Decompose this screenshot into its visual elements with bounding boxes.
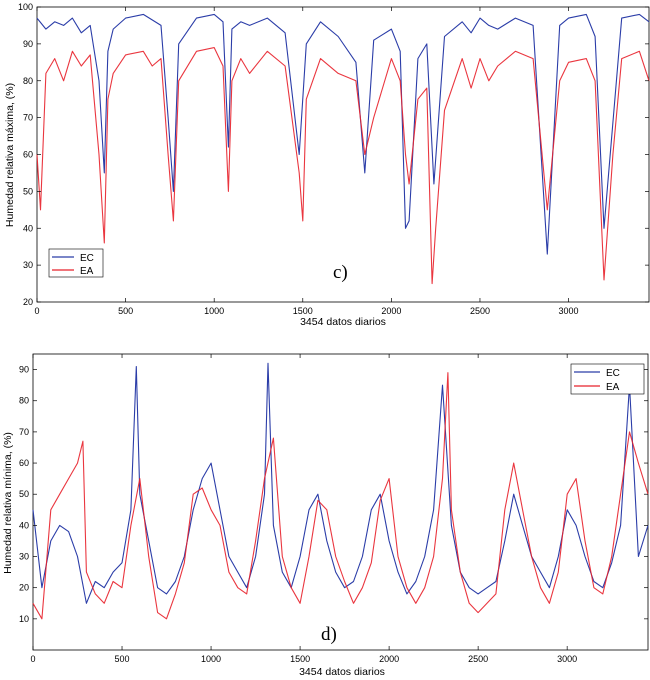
panel-c-series [36, 13, 650, 285]
panel-c-y-tick-label: 90 [23, 39, 33, 49]
panel-c-legend-ea: EA [80, 266, 94, 277]
panel-c-x-tick-label: 3000 [559, 306, 579, 316]
panel-c-x-tick-label: 0 [34, 306, 39, 316]
panel-c-x-tick-label: 500 [118, 306, 133, 316]
panel-d-xlabel: 3454 datos diarios [299, 666, 385, 678]
panel-d-ylabel: Humedad relativa mínima, (%) [2, 432, 14, 574]
panel-c-y-tick-label: 80 [23, 76, 33, 86]
panel-d-y-tick-label: 30 [19, 552, 29, 562]
panel-c-y-tick-label: 60 [23, 150, 33, 160]
panel-d-x-tick-label: 2000 [379, 654, 399, 664]
panel-c-y-ticks: 20 30 40 50 60 70 80 90 100 [18, 2, 649, 307]
panel-d-series-ec [32, 362, 649, 604]
panel-c-ylabel: Humedad relativa máxima, (%) [4, 83, 16, 227]
panel-d-series [32, 362, 649, 620]
panel-d-y-tick-label: 10 [19, 614, 29, 624]
panel-d-y-tick-label: 20 [19, 583, 29, 593]
panel-c-legend-ec: EC [80, 253, 94, 264]
panel-d-y-tick-label: 70 [19, 427, 29, 437]
panel-d-y-tick-label: 90 [19, 365, 29, 375]
panel-d-legend-ec: EC [606, 368, 620, 379]
panel-d-plot-area [32, 353, 649, 651]
panel-c-y-tick-label: 70 [23, 113, 33, 123]
panel-c-x-tick-label: 1000 [204, 306, 224, 316]
panel-c-y-tick-label: 30 [23, 260, 33, 270]
panel-c-y-tick-label: 50 [23, 186, 33, 196]
panel-d-x-tick-label: 0 [30, 654, 35, 664]
panel-c-x-tick-label: 1500 [293, 306, 313, 316]
panel-d-y-tick-label: 80 [19, 396, 29, 406]
panel-d-x-ticks: 0 500 1000 1500 2000 2500 3000 [30, 354, 577, 664]
panel-c-legend-box [48, 248, 104, 278]
panel-d-legend-ea: EA [606, 382, 620, 393]
panel-d-y-tick-label: 50 [19, 489, 29, 499]
panel-d-y-tick-label: 60 [19, 458, 29, 468]
panel-c-label: c) [333, 262, 348, 283]
panel-d-x-tick-label: 1000 [201, 654, 221, 664]
panel-c-y-tick-label: 100 [18, 2, 33, 12]
panel-d-series-ea [32, 372, 649, 620]
panel-d-x-tick-label: 1500 [290, 654, 310, 664]
panel-c-x-ticks: 0 500 1000 1500 2000 2500 3000 [34, 7, 579, 316]
panel-c-y-tick-label: 40 [23, 223, 33, 233]
panel-c-x-tick-label: 2500 [470, 306, 490, 316]
panel-d-y-ticks: 10 20 30 40 50 60 70 80 90 [19, 365, 648, 624]
panel-d-legend-box [570, 363, 645, 395]
panel-c-series-ec [36, 13, 650, 255]
panel-c-plot-area [36, 6, 650, 303]
panel-d-x-tick-label: 2500 [468, 654, 488, 664]
panel-c-legend: EC EA [48, 248, 104, 278]
panel-d-min-humidity: 10 20 30 40 50 60 70 80 90 0 500 1000 1500 2000 2500 3… [2, 353, 649, 678]
panel-d-legend: EC EA [570, 363, 645, 395]
panel-c-xlabel: 3454 datos diarios [300, 316, 386, 328]
panel-c-max-humidity: 20 30 40 50 60 70 80 90 100 0 500 1000 1500 2000 2500… [4, 2, 650, 328]
panel-d-x-tick-label: 3000 [557, 654, 577, 664]
panel-d-x-tick-label: 500 [115, 654, 130, 664]
panel-d-label: d) [321, 624, 337, 645]
panel-c-x-tick-label: 2000 [381, 306, 401, 316]
panel-c-y-tick-label: 20 [23, 297, 33, 307]
panel-c-series-ea [36, 47, 650, 285]
panel-d-y-tick-label: 40 [19, 520, 29, 530]
